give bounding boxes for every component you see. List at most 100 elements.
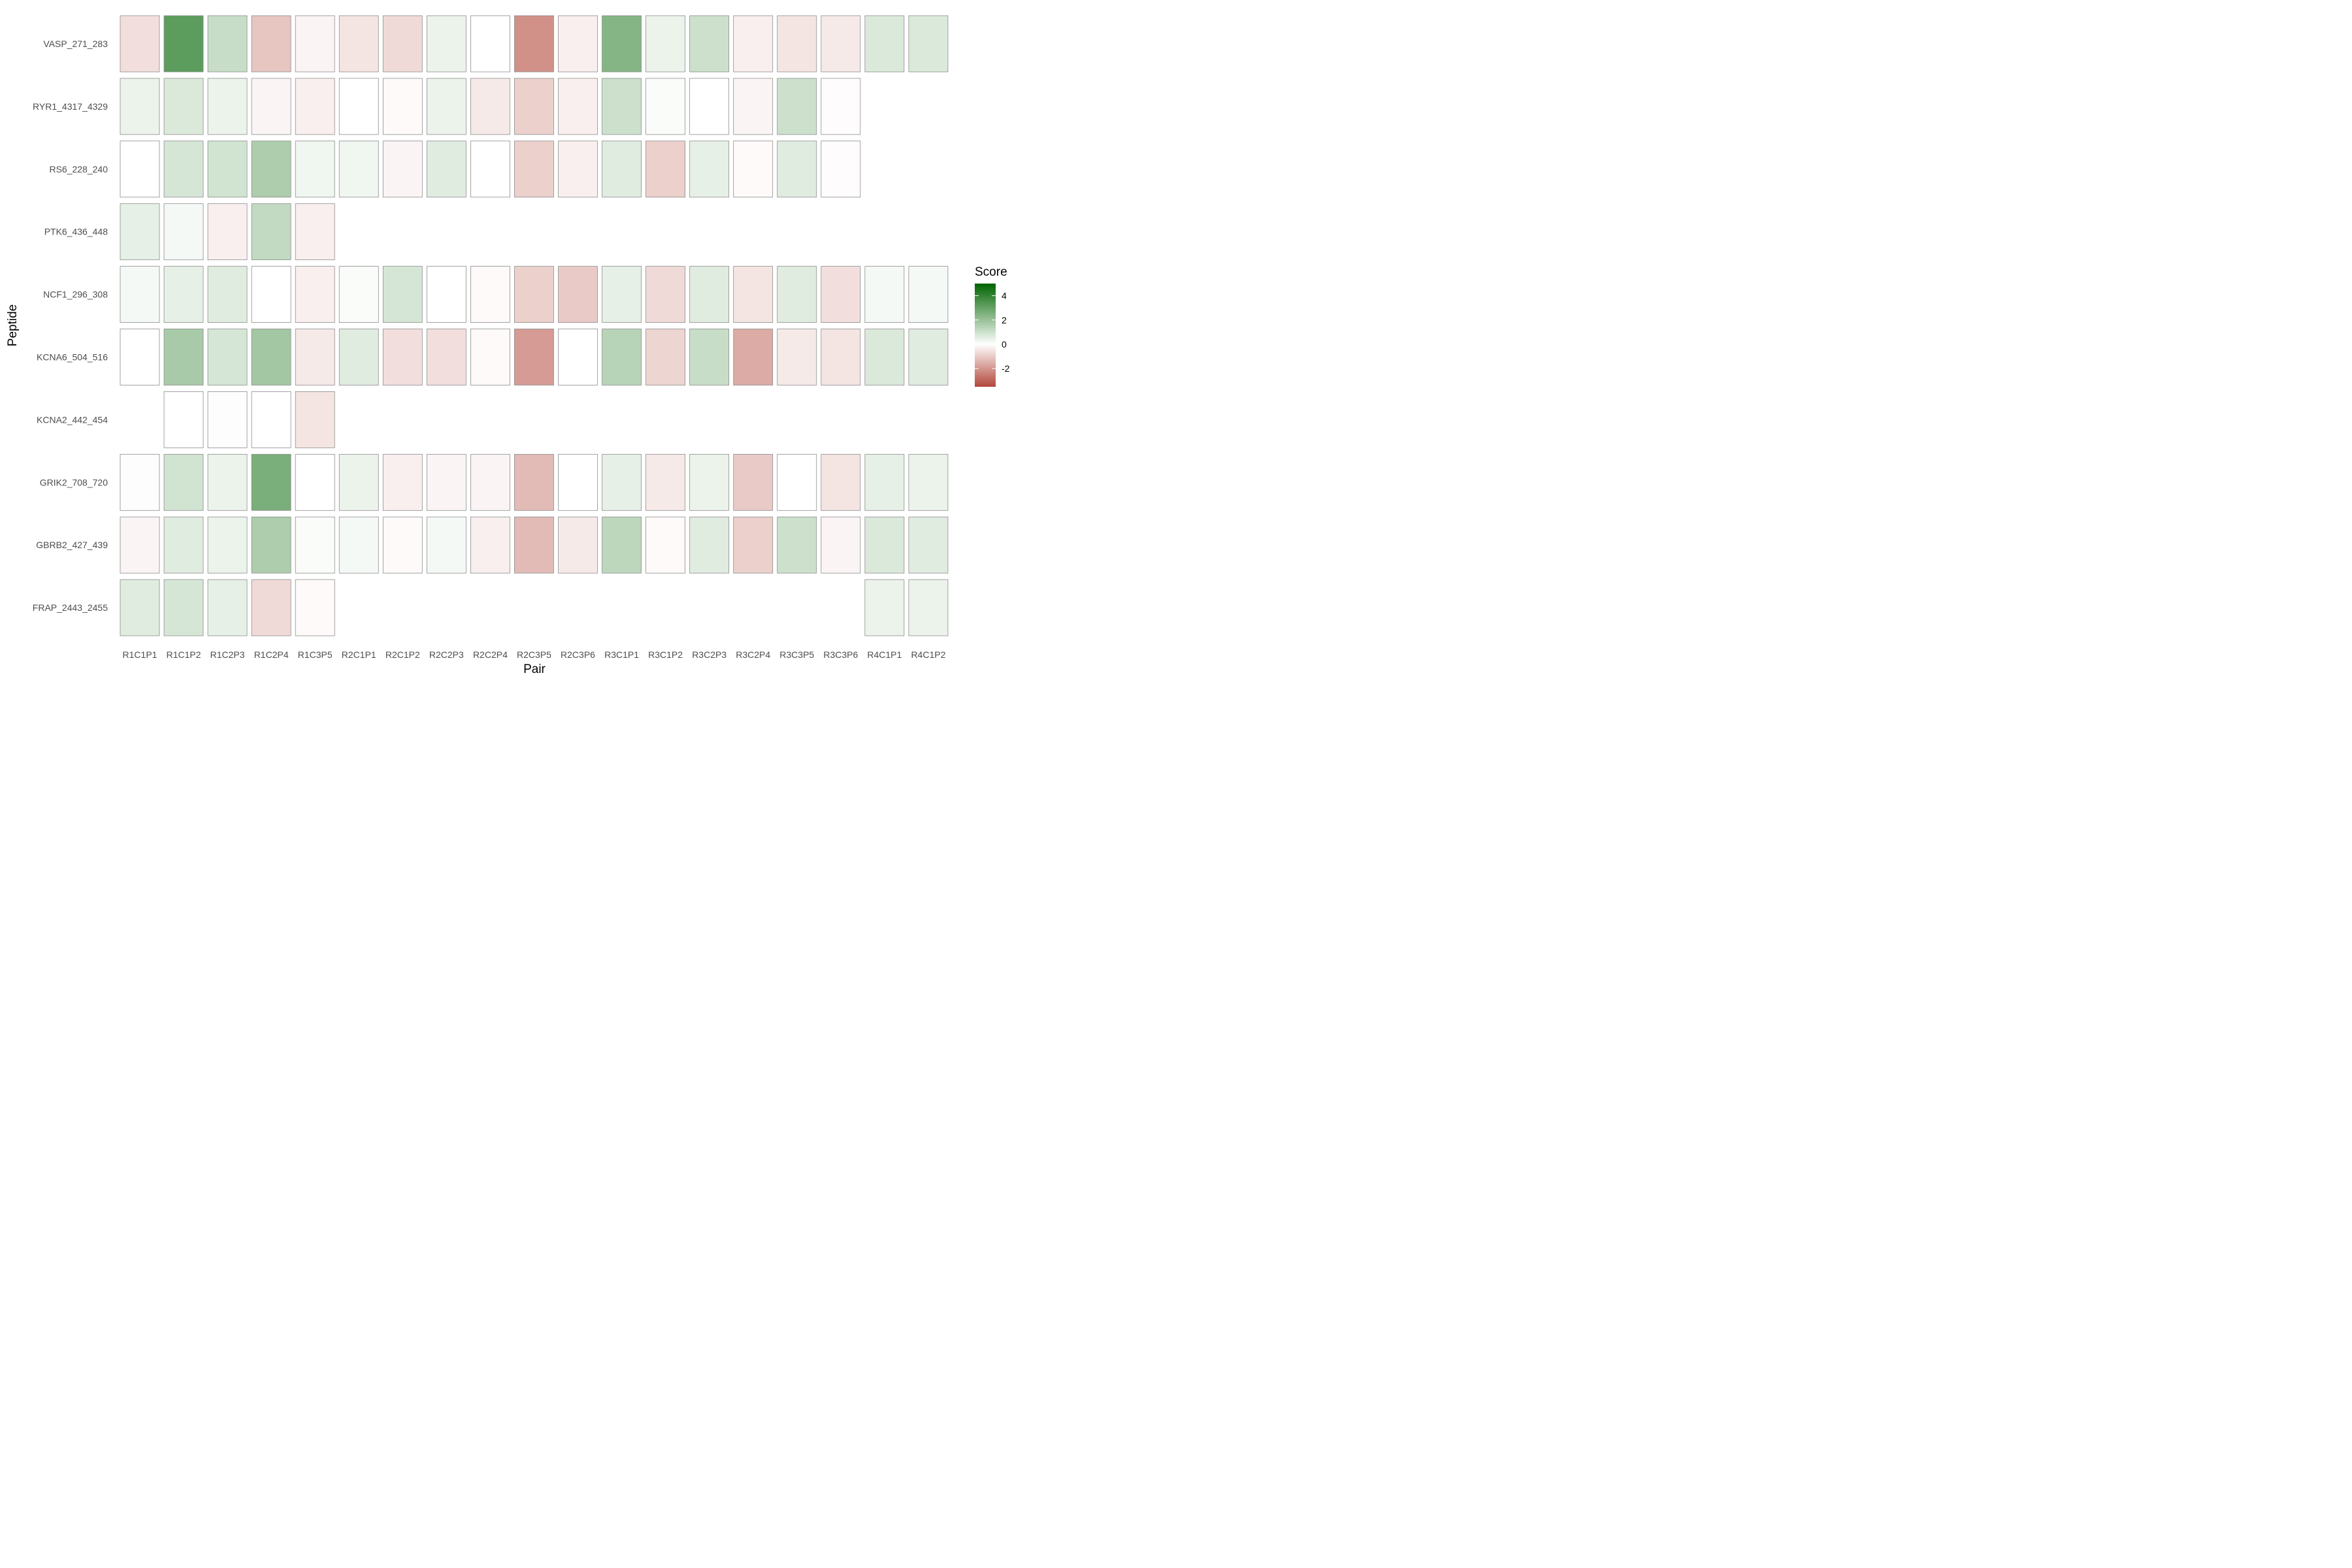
y-tick-label: FRAP_2443_2455	[33, 602, 108, 613]
heatmap-cell-KCNA2_442_454-R1C1P2	[163, 391, 204, 448]
heatmap-cell-GBRB2_427_439-R4C1P2	[908, 516, 949, 574]
heatmap-cell-RYR1_4317_4329-R3C1P2	[645, 78, 685, 135]
heatmap-cell-NCF1_296_308-R2C3P5	[514, 266, 554, 323]
heatmap-cell-VASP_271_283-R4C1P2	[908, 15, 949, 73]
heatmap-cell-NCF1_296_308-R2C1P1	[338, 266, 379, 323]
heatmap-cell-VASP_271_283-R3C2P4	[733, 15, 774, 73]
heatmap-cell-KCNA6_504_516-R4C1P1	[864, 329, 905, 385]
heatmap-cell-GRIK2_708_720-R2C3P6	[558, 453, 598, 511]
heatmap-cell-NCF1_296_308-R2C1P2	[382, 266, 423, 323]
heatmap-cell-GBRB2_427_439-R2C2P3	[426, 516, 466, 574]
heatmap-cell-RS6_228_240-R3C1P2	[645, 140, 685, 198]
heatmap-cell-KCNA6_504_516-R3C3P5	[777, 329, 817, 385]
heatmap-cell-RYR1_4317_4329-R2C3P5	[514, 78, 554, 135]
heatmap-cell-NCF1_296_308-R1C2P3	[207, 266, 248, 323]
heatmap-chart: VASP_271_283 RYR1_4317_4329 RS6_228_240 PTK…	[6, 15, 1010, 676]
heatmap-cell-KCNA2_442_454-R1C2P3	[207, 391, 248, 448]
heatmap-cell-GBRB2_427_439-R2C3P5	[514, 516, 554, 574]
heatmap-cell-NCF1_296_308-R4C1P2	[908, 266, 949, 323]
heatmap-cell-GBRB2_427_439-R3C3P6	[821, 516, 861, 574]
heatmap-cell-NCF1_296_308-R4C1P1	[864, 266, 905, 323]
heatmap-cell-NCF1_296_308-R2C2P3	[426, 266, 466, 323]
heatmap-cell-NCF1_296_308-R1C1P1	[120, 266, 160, 323]
heatmap-cell-FRAP_2443_2455-R4C1P2	[908, 579, 949, 636]
x-tick-label: R3C3P5	[779, 649, 814, 660]
heatmap-cells	[120, 15, 949, 636]
heatmap-cell-RYR1_4317_4329-R1C2P3	[207, 78, 248, 135]
y-tick-label: RYR1_4317_4329	[33, 101, 108, 112]
x-tick-label: R1C1P2	[167, 649, 201, 660]
heatmap-cell-GBRB2_427_439-R3C3P5	[777, 516, 817, 574]
y-tick-label: PTK6_436_448	[44, 227, 108, 237]
heatmap-cell-GBRB2_427_439-R1C3P5	[295, 516, 335, 574]
heatmap-cell-RS6_228_240-R3C1P1	[602, 140, 642, 198]
heatmap-cell-VASP_271_283-R1C1P1	[120, 15, 160, 73]
heatmap-cell-NCF1_296_308-R1C3P5	[295, 266, 335, 323]
x-tick-label: R2C3P6	[561, 649, 595, 660]
heatmap-cell-GRIK2_708_720-R3C3P6	[821, 453, 861, 511]
heatmap-cell-GRIK2_708_720-R2C2P3	[426, 453, 466, 511]
legend-tick-label: 0	[1002, 339, 1007, 350]
heatmap-cell-KCNA6_504_516-R2C3P6	[558, 329, 598, 385]
heatmap-cell-GBRB2_427_439-R3C2P3	[689, 516, 730, 574]
heatmap-cell-GRIK2_708_720-R1C1P1	[120, 453, 160, 511]
heatmap-cell-GBRB2_427_439-R3C2P4	[733, 516, 774, 574]
heatmap-cell-VASP_271_283-R2C1P1	[338, 15, 379, 73]
x-tick-label: R2C3P5	[517, 649, 551, 660]
heatmap-cell-RS6_228_240-R2C2P4	[470, 140, 510, 198]
y-axis-tick-labels: VASP_271_283 RYR1_4317_4329 RS6_228_240 PTK…	[33, 39, 108, 613]
heatmap-cell-RYR1_4317_4329-R2C3P6	[558, 78, 598, 135]
heatmap-cell-NCF1_296_308-R2C3P6	[558, 266, 598, 323]
heatmap-cell-KCNA6_504_516-R3C2P3	[689, 329, 730, 385]
heatmap-cell-RS6_228_240-R2C3P5	[514, 140, 554, 198]
y-tick-label: VASP_271_283	[43, 39, 108, 49]
heatmap-cell-GRIK2_708_720-R3C2P3	[689, 453, 730, 511]
heatmap-cell-GBRB2_427_439-R2C3P6	[558, 516, 598, 574]
heatmap-cell-KCNA6_504_516-R2C3P5	[514, 329, 554, 385]
x-tick-label: R3C3P6	[823, 649, 858, 660]
heatmap-cell-PTK6_436_448-R1C3P5	[295, 203, 335, 261]
heatmap-cell-NCF1_296_308-R1C2P4	[251, 266, 291, 323]
x-tick-label: R3C1P2	[648, 649, 683, 660]
x-tick-label: R1C3P5	[298, 649, 333, 660]
heatmap-cell-RS6_228_240-R1C1P2	[163, 140, 204, 198]
heatmap-cell-RYR1_4317_4329-R2C1P2	[382, 78, 423, 135]
heatmap-cell-GRIK2_708_720-R3C2P4	[733, 453, 774, 511]
heatmap-cell-NCF1_296_308-R3C1P2	[645, 266, 685, 323]
heatmap-cell-RYR1_4317_4329-R1C2P4	[251, 78, 291, 135]
heatmap-cell-KCNA6_504_516-R1C1P1	[120, 329, 160, 385]
y-axis-title: Peptide	[6, 304, 20, 346]
heatmap-cell-VASP_271_283-R1C1P2	[163, 15, 204, 73]
y-tick-label: KCNA2_442_454	[37, 414, 108, 425]
x-tick-label: R4C1P1	[867, 649, 902, 660]
heatmap-cell-RS6_228_240-R3C2P3	[689, 140, 730, 198]
heatmap-cell-GRIK2_708_720-R1C2P4	[251, 453, 291, 511]
x-tick-label: R1C2P4	[254, 649, 289, 660]
heatmap-cell-GRIK2_708_720-R3C1P2	[645, 453, 685, 511]
heatmap-cell-RS6_228_240-R3C3P5	[777, 140, 817, 198]
heatmap-cell-NCF1_296_308-R3C3P5	[777, 266, 817, 323]
legend: Score 4 2 0 -2	[975, 265, 1010, 387]
legend-tick-label: -2	[1002, 363, 1010, 374]
legend-tick-label: 2	[1002, 315, 1007, 325]
heatmap-cell-GRIK2_708_720-R4C1P2	[908, 453, 949, 511]
legend-tick-label: 4	[1002, 291, 1007, 301]
heatmap-cell-KCNA6_504_516-R1C2P4	[251, 329, 291, 385]
heatmap-cell-NCF1_296_308-R3C3P6	[821, 266, 861, 323]
heatmap-cell-RS6_228_240-R3C3P6	[821, 140, 861, 198]
y-tick-label: GRIK2_708_720	[40, 477, 108, 487]
heatmap-cell-RS6_228_240-R1C2P4	[251, 140, 291, 198]
heatmap-cell-PTK6_436_448-R1C2P4	[251, 203, 291, 261]
heatmap-cell-PTK6_436_448-R1C1P1	[120, 203, 160, 261]
legend-color-bar	[975, 284, 996, 387]
heatmap-cell-VASP_271_283-R3C1P2	[645, 15, 685, 73]
x-tick-label: R1C2P3	[210, 649, 245, 660]
x-axis-tick-labels: R1C1P1 R1C1P2 R1C2P3 R1C2P4 R1C3P5 R2C1P1 R2C1…	[123, 649, 946, 660]
heatmap-cell-GRIK2_708_720-R3C1P1	[602, 453, 642, 511]
heatmap-cell-FRAP_2443_2455-R1C2P3	[207, 579, 248, 636]
heatmap-cell-VASP_271_283-R3C1P1	[602, 15, 642, 73]
heatmap-cell-RS6_228_240-R1C1P1	[120, 140, 160, 198]
heatmap-cell-FRAP_2443_2455-R1C3P5	[295, 579, 335, 636]
heatmap-cell-KCNA2_442_454-R1C2P4	[251, 391, 291, 448]
heatmap-cell-GRIK2_708_720-R1C1P2	[163, 453, 204, 511]
